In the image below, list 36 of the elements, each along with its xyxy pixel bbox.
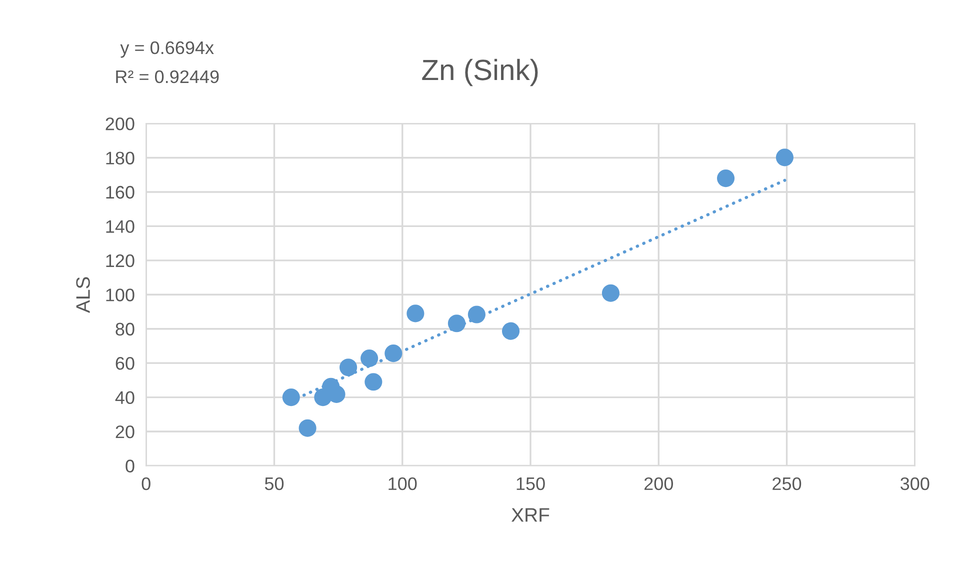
x-tick-label: 50	[264, 477, 284, 490]
y-tick-label: 200	[106, 117, 134, 130]
point	[502, 322, 520, 340]
y-tick-label: 140	[106, 220, 134, 233]
point	[716, 170, 735, 188]
y-tick-label: 0	[126, 460, 134, 472]
y-tick-label: 20	[116, 425, 134, 438]
y-tick-label: 160	[106, 186, 134, 199]
x-axis-title: XRF	[511, 508, 550, 522]
x-tick-label: 0	[142, 477, 150, 490]
point	[282, 388, 300, 406]
text: y = 0.6694x	[120, 41, 214, 58]
point	[468, 306, 486, 324]
x-tick-label: 200	[644, 477, 673, 490]
y-tick-label: 100	[106, 288, 134, 302]
y-axis-title: ALS	[76, 277, 90, 313]
point	[298, 419, 316, 437]
y-tick-label: 120	[106, 254, 134, 268]
y-tick-label: 40	[115, 391, 134, 404]
point	[776, 148, 794, 166]
x-tick-label: 300	[900, 477, 930, 490]
y-tick-label: 80	[116, 322, 134, 336]
point	[364, 373, 382, 391]
chart-title: Zn (Sink)	[422, 58, 538, 86]
text: R² = 0.92449	[116, 70, 219, 84]
y-tick-label: 60	[116, 357, 134, 370]
point	[340, 358, 358, 376]
x-tick-label: 150	[516, 477, 545, 490]
x-tick-label: 100	[388, 477, 417, 490]
y-tick-label: 180	[106, 152, 134, 164]
point	[384, 344, 402, 362]
point	[448, 314, 466, 332]
x-tick-label: 250	[772, 477, 802, 490]
point	[602, 284, 620, 302]
point	[360, 350, 378, 368]
point	[406, 304, 424, 322]
